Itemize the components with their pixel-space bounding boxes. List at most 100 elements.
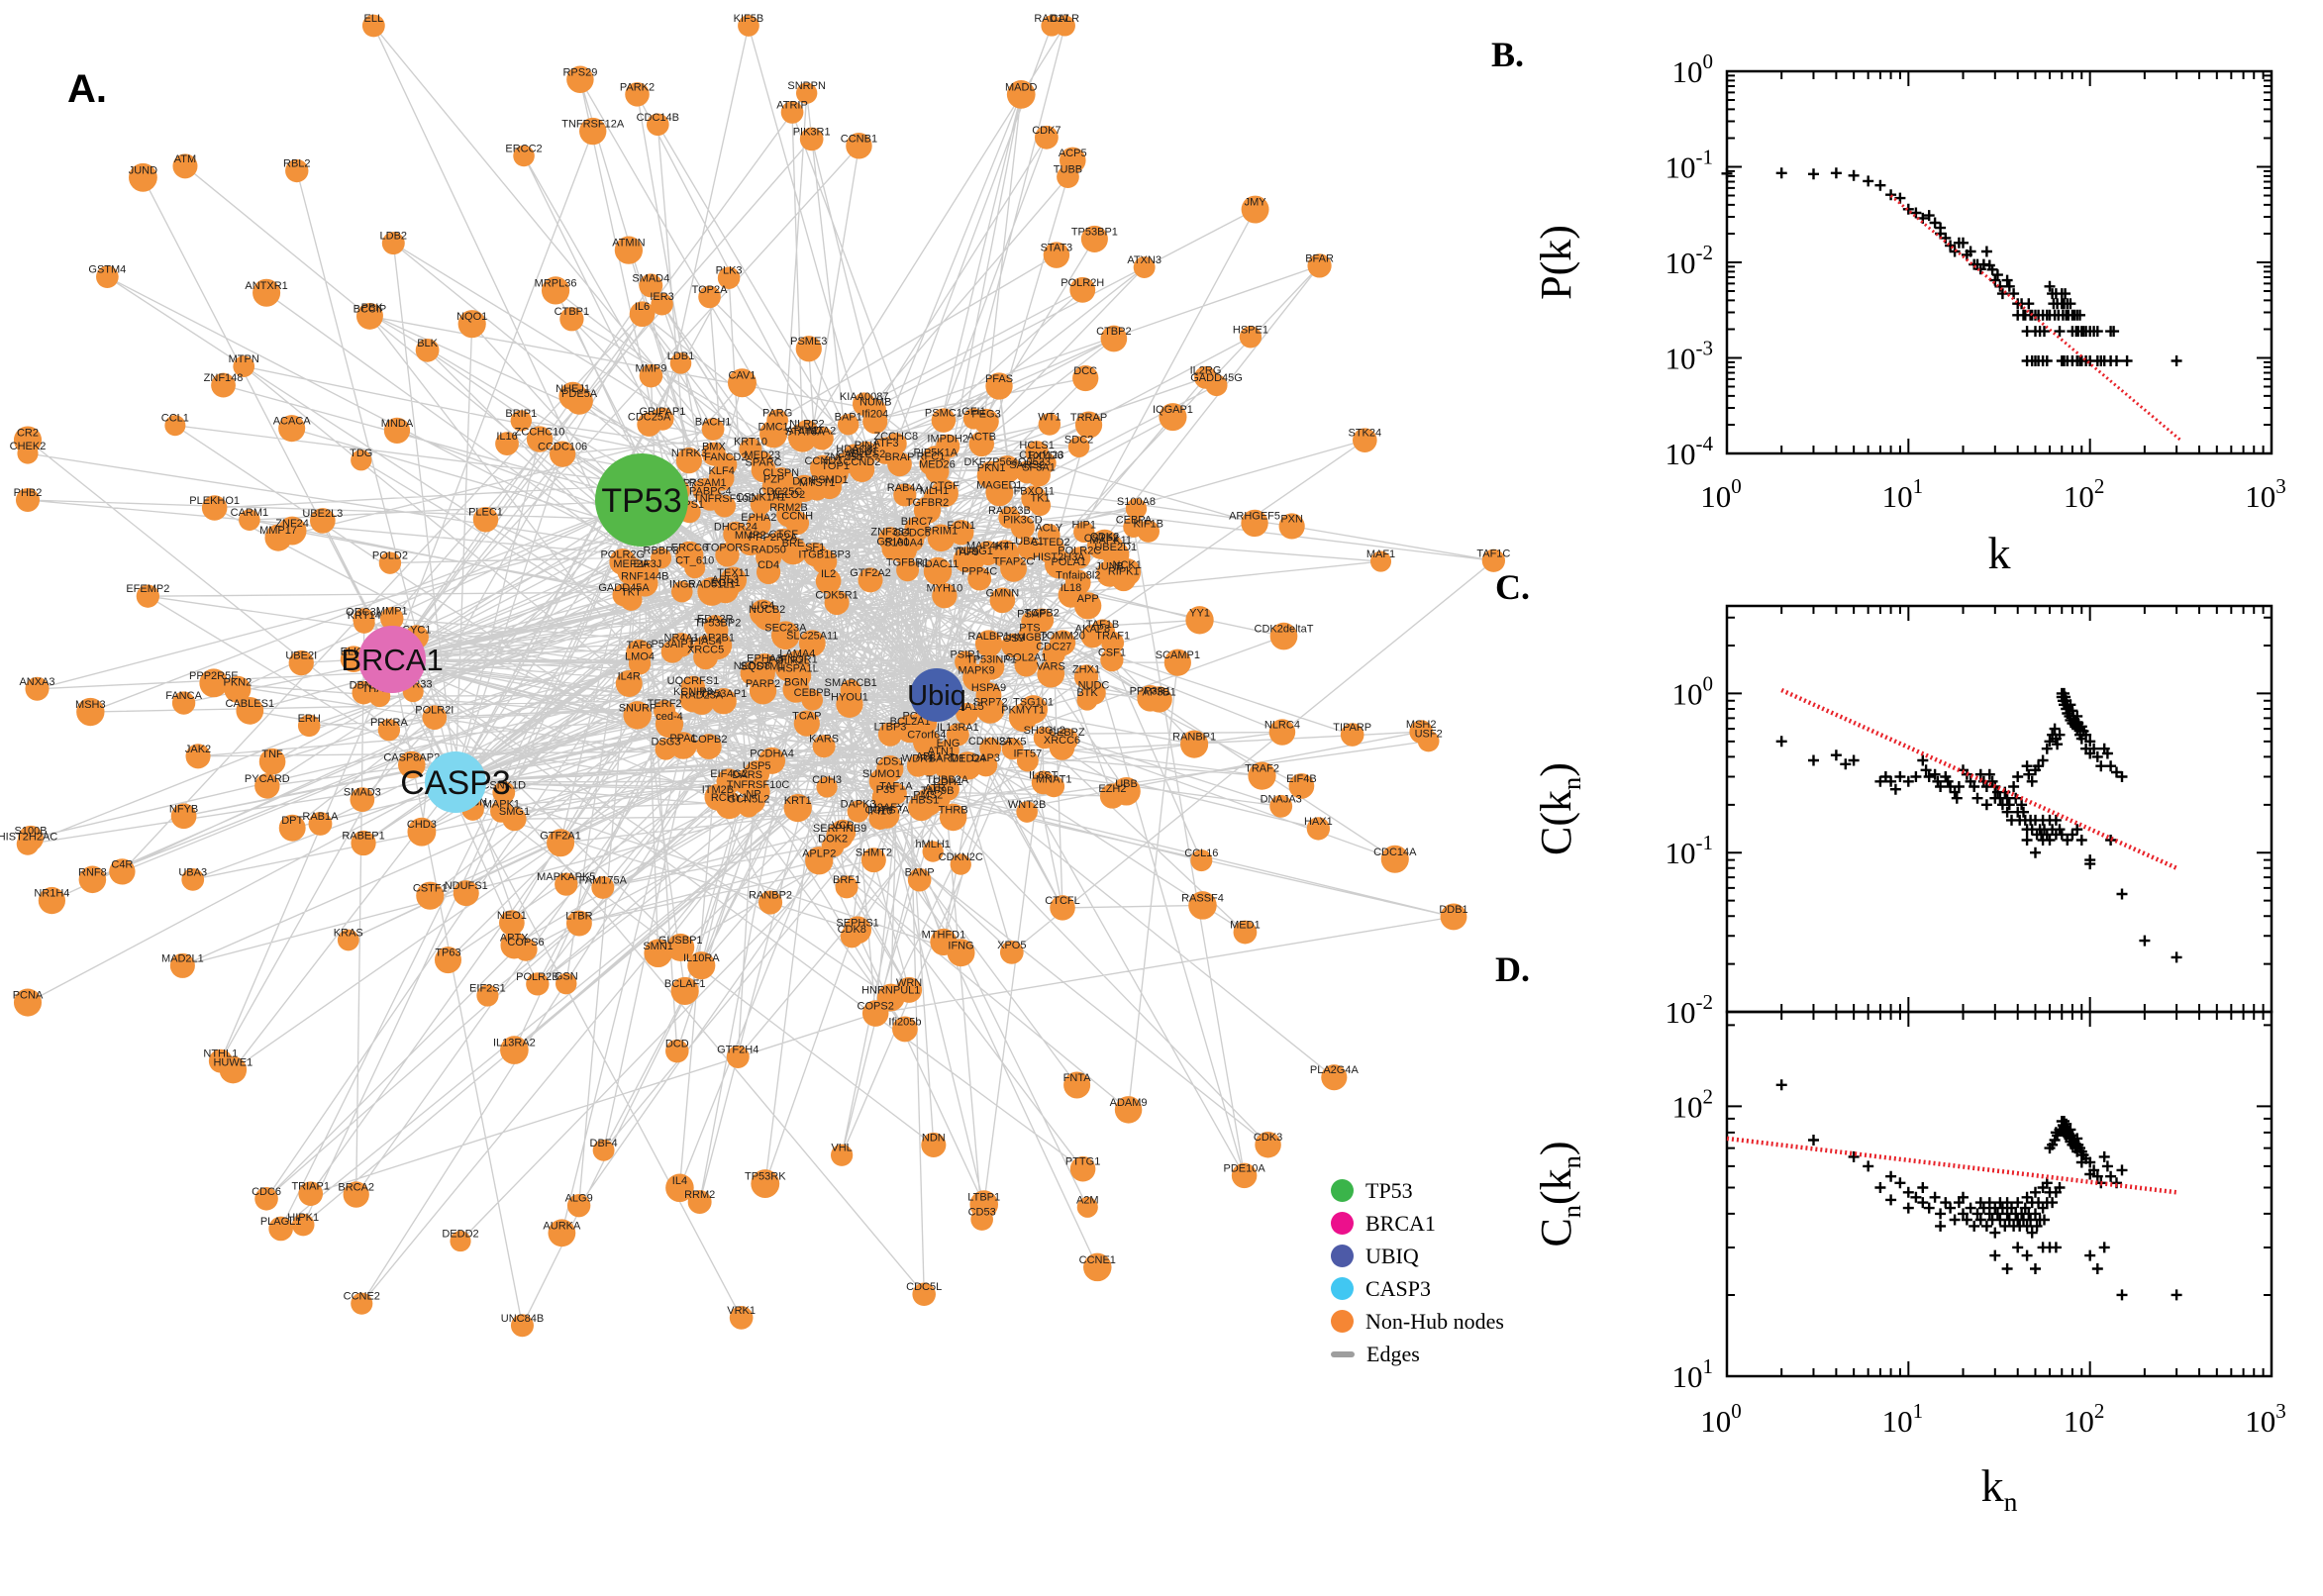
svg-text:GTF2A2: GTF2A2 xyxy=(850,567,891,579)
svg-text:KARS: KARS xyxy=(809,734,839,746)
svg-text:ENG: ENG xyxy=(937,738,960,749)
svg-text:CDC25C: CDC25C xyxy=(758,486,802,498)
svg-text:CCL1: CCL1 xyxy=(161,413,189,425)
panel-c-label: C. xyxy=(1495,567,1530,607)
svg-text:PABPC4: PABPC4 xyxy=(689,486,732,498)
svg-text:RABEP1: RABEP1 xyxy=(342,831,384,843)
svg-text:SARS2: SARS2 xyxy=(1009,459,1045,471)
svg-text:CCNB1: CCNB1 xyxy=(841,133,877,145)
svg-text:HIST2H2AC: HIST2H2AC xyxy=(0,832,57,844)
svg-text:DBF4: DBF4 xyxy=(590,1138,618,1149)
svg-text:ACTB: ACTB xyxy=(967,431,996,443)
svg-text:DCN: DCN xyxy=(792,475,816,487)
svg-text:STK24: STK24 xyxy=(1348,428,1381,440)
svg-text:CDK3: CDK3 xyxy=(1254,1132,1282,1144)
svg-text:HSPE1: HSPE1 xyxy=(1233,324,1268,336)
svg-text:MEF2A: MEF2A xyxy=(613,558,650,570)
svg-text:PZP: PZP xyxy=(763,474,784,486)
svg-text:CCDC106: CCDC106 xyxy=(538,442,587,453)
legend: TP53 BRCA1 UBIQ CASP3 Non-Hub nodes Edges xyxy=(1331,1174,1568,1370)
svg-text:CASP3: CASP3 xyxy=(400,764,511,802)
svg-text:DCC: DCC xyxy=(1073,365,1097,377)
svg-text:CABLES1: CABLES1 xyxy=(226,698,275,710)
svg-text:BRCA1: BRCA1 xyxy=(341,643,443,677)
svg-text:CSNK1A1: CSNK1A1 xyxy=(736,492,785,504)
svg-text:IL4R: IL4R xyxy=(618,670,641,682)
svg-text:EDA2R: EDA2R xyxy=(697,613,734,625)
svg-text:AP2B1: AP2B1 xyxy=(701,633,735,645)
svg-text:TFAP2C: TFAP2C xyxy=(993,555,1035,567)
svg-text:PIP5K1A: PIP5K1A xyxy=(913,447,958,458)
svg-text:IL2: IL2 xyxy=(821,568,836,580)
svg-text:BACH1: BACH1 xyxy=(695,416,732,428)
svg-text:GSN: GSN xyxy=(555,971,578,983)
svg-text:ZHX1: ZHX1 xyxy=(1072,664,1100,676)
svg-text:PEG3: PEG3 xyxy=(971,409,1000,421)
svg-text:LDB2: LDB2 xyxy=(380,231,408,243)
svg-text:NUCB2: NUCB2 xyxy=(749,604,785,616)
scatter-points xyxy=(1775,1079,2182,1301)
svg-text:MSH2: MSH2 xyxy=(1406,719,1437,731)
svg-text:PLA2G4A: PLA2G4A xyxy=(1310,1064,1360,1076)
svg-text:NCK1: NCK1 xyxy=(1113,559,1142,571)
svg-text:SHMT2: SHMT2 xyxy=(856,848,892,859)
svg-text:101: 101 xyxy=(1672,1354,1714,1394)
svg-text:FANCD2: FANCD2 xyxy=(704,451,747,463)
svg-text:THBS1: THBS1 xyxy=(904,795,939,807)
svg-text:UBA1: UBA1 xyxy=(1015,536,1044,548)
svg-text:DNAJA3: DNAJA3 xyxy=(1261,793,1302,805)
fit-line xyxy=(1726,1136,2177,1195)
network-graph: PRIM1 NHEJ1 KLF4 TFAP2C CSTF1 HIST2H2AC GTF2A1… xyxy=(0,13,1510,1338)
svg-text:C1orf123: C1orf123 xyxy=(1019,449,1063,461)
svg-text:CCNE1: CCNE1 xyxy=(1079,1254,1116,1266)
svg-text:CCND3: CCND3 xyxy=(804,455,842,467)
svg-text:CDK8: CDK8 xyxy=(838,924,866,936)
svg-text:NR4A1: NR4A1 xyxy=(663,632,698,644)
svg-text:100: 100 xyxy=(1700,1399,1742,1439)
svg-text:PPP4C: PPP4C xyxy=(961,566,997,578)
svg-text:C7orf64: C7orf64 xyxy=(907,730,946,742)
svg-text:hMLH1: hMLH1 xyxy=(915,839,950,850)
svg-text:TK1: TK1 xyxy=(1030,493,1050,505)
svg-text:CARM1: CARM1 xyxy=(231,507,269,519)
network-nodes xyxy=(13,14,1506,1338)
svg-text:CSTF1: CSTF1 xyxy=(413,883,448,895)
svg-text:TELO2: TELO2 xyxy=(770,489,805,501)
svg-text:CDK2: CDK2 xyxy=(1090,531,1119,543)
svg-text:ANXA3: ANXA3 xyxy=(19,676,54,688)
svg-text:SUMO1: SUMO1 xyxy=(862,768,901,780)
svg-text:UBE2D1: UBE2D1 xyxy=(1094,542,1137,553)
svg-text:BCL2A1: BCL2A1 xyxy=(890,716,931,728)
svg-text:SMAD3: SMAD3 xyxy=(344,787,381,799)
svg-text:BANP: BANP xyxy=(905,867,935,879)
svg-text:RNF8: RNF8 xyxy=(78,866,107,878)
svg-text:CITED2: CITED2 xyxy=(1032,537,1070,549)
svg-text:A2M: A2M xyxy=(1076,1194,1099,1206)
svg-text:MNDA: MNDA xyxy=(381,418,414,430)
svg-text:MAF1: MAF1 xyxy=(1366,549,1395,560)
svg-text:IFNGR1: IFNGR1 xyxy=(777,654,817,666)
svg-text:ACP5: ACP5 xyxy=(1059,148,1087,159)
svg-text:PKN1: PKN1 xyxy=(977,462,1006,474)
svg-text:NFYB: NFYB xyxy=(169,803,198,815)
svg-text:TAF9: TAF9 xyxy=(954,547,979,558)
svg-text:HIST2H3A: HIST2H3A xyxy=(1033,551,1085,563)
svg-text:Ubiq: Ubiq xyxy=(907,680,966,712)
svg-text:RRM2B: RRM2B xyxy=(769,502,808,514)
svg-text:ERH: ERH xyxy=(298,713,321,725)
svg-text:PPP2R5E: PPP2R5E xyxy=(189,670,239,682)
svg-text:TOP1: TOP1 xyxy=(821,460,850,472)
svg-text:DSG3: DSG3 xyxy=(651,737,680,748)
svg-text:PPP2R2A: PPP2R2A xyxy=(749,532,798,544)
scatter-points xyxy=(1775,687,2182,963)
svg-text:TUBB: TUBB xyxy=(1054,164,1082,176)
svg-text:WNT2B: WNT2B xyxy=(1008,799,1047,811)
svg-text:NHEJ1: NHEJ1 xyxy=(556,383,590,395)
svg-text:10-1: 10-1 xyxy=(1666,831,1714,870)
svg-text:PPP3R1: PPP3R1 xyxy=(1130,685,1171,697)
svg-text:CDH1: CDH1 xyxy=(933,776,962,788)
svg-text:PSIP1: PSIP1 xyxy=(951,649,981,661)
svg-text:SF1: SF1 xyxy=(805,542,825,553)
